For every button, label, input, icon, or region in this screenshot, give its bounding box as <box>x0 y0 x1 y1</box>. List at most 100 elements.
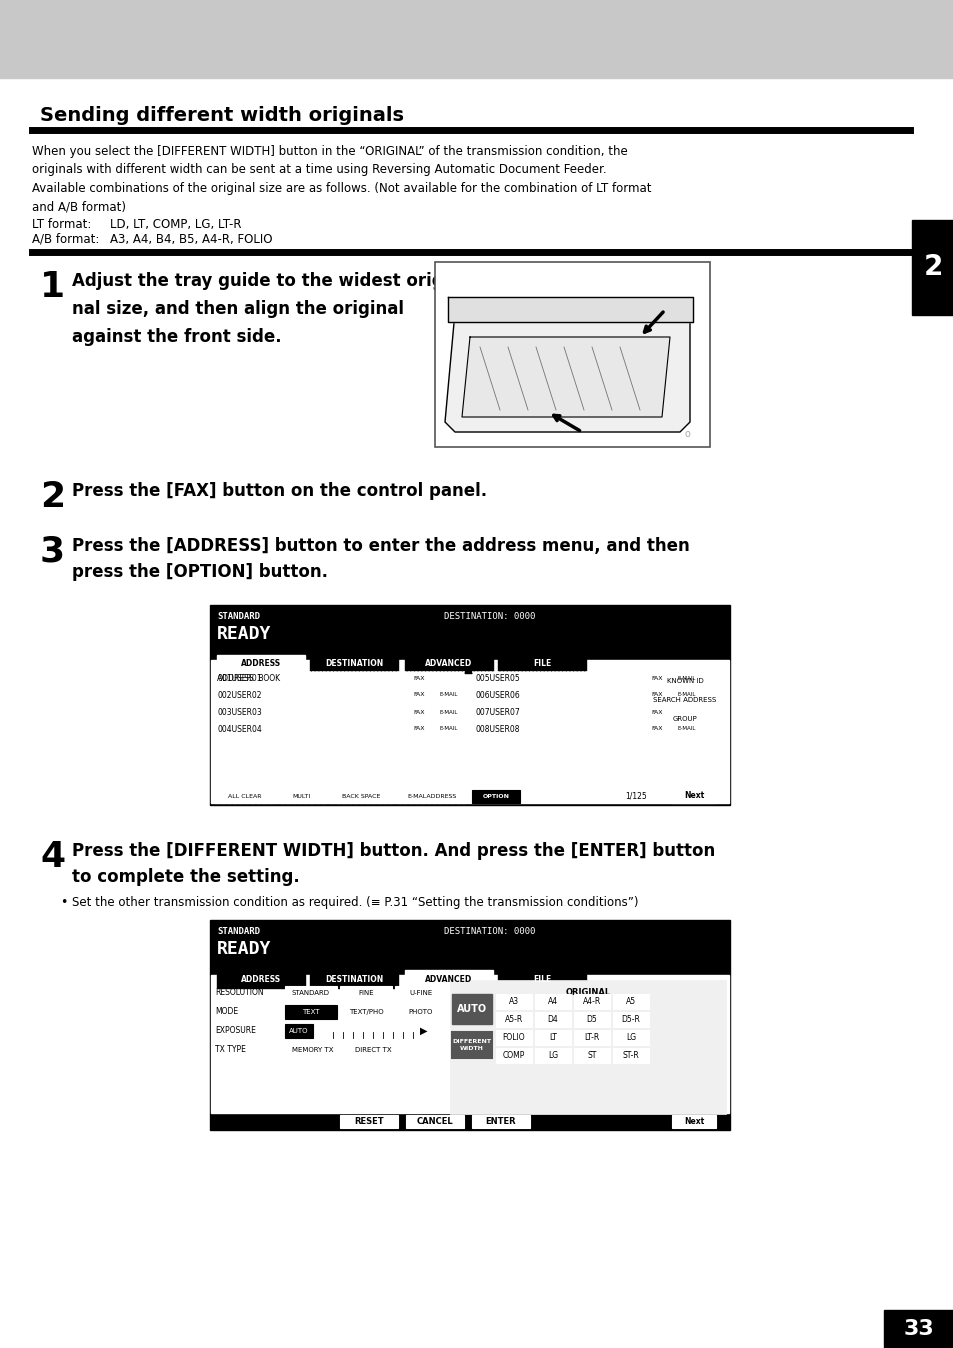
Bar <box>452 1033 492 1058</box>
Text: LT-R: LT-R <box>584 1033 599 1042</box>
Bar <box>211 975 728 1113</box>
Bar <box>213 723 463 737</box>
Text: E-MALADDRESS: E-MALADDRESS <box>407 794 456 798</box>
Text: A3: A3 <box>508 996 518 1006</box>
Bar <box>613 1047 648 1064</box>
Text: FILE: FILE <box>533 975 551 984</box>
Text: 008USER08: 008USER08 <box>476 725 520 735</box>
Text: 002USER02: 002USER02 <box>218 692 262 700</box>
Text: ST-R: ST-R <box>622 1050 639 1060</box>
Text: 3: 3 <box>40 535 65 569</box>
Text: D4: D4 <box>547 1015 558 1023</box>
Text: AUTO: AUTO <box>289 1029 309 1034</box>
Bar <box>643 706 669 718</box>
Text: DESTINATION: 0000: DESTINATION: 0000 <box>444 927 536 936</box>
Bar <box>672 689 700 702</box>
Bar <box>406 673 432 685</box>
Bar <box>396 790 467 803</box>
Text: 2: 2 <box>40 480 65 514</box>
Text: FAX: FAX <box>651 709 662 714</box>
Bar <box>574 1012 609 1027</box>
Bar <box>285 1024 313 1038</box>
Bar <box>435 689 462 702</box>
Text: BACK SPACE: BACK SPACE <box>341 794 380 798</box>
Bar <box>435 262 709 448</box>
Text: FAX: FAX <box>651 693 662 697</box>
Text: KNOWN ID: KNOWN ID <box>666 678 702 683</box>
Text: TEXT: TEXT <box>302 1010 319 1015</box>
Bar <box>345 1043 400 1057</box>
Text: Next: Next <box>683 791 703 801</box>
Bar <box>405 971 493 988</box>
Bar <box>671 790 716 803</box>
Text: ADDRESS: ADDRESS <box>241 975 281 984</box>
Bar <box>535 1012 571 1027</box>
Text: FILE: FILE <box>533 659 551 669</box>
Text: LT format:: LT format: <box>32 218 91 231</box>
Bar <box>310 971 397 988</box>
Text: RESET: RESET <box>354 1116 383 1126</box>
Bar <box>643 673 725 689</box>
Bar <box>672 723 700 736</box>
Bar <box>613 993 648 1010</box>
Bar <box>643 673 669 685</box>
Text: ALL CLEAR: ALL CLEAR <box>228 794 261 798</box>
Bar <box>405 655 493 673</box>
Text: DESTINATION: DESTINATION <box>325 975 383 984</box>
Bar <box>285 985 336 1000</box>
Bar <box>0 0 953 78</box>
Text: 003USER03: 003USER03 <box>218 708 262 717</box>
Text: STANDARD: STANDARD <box>292 989 330 996</box>
Text: Set the other transmission condition as required. (≡ P.31 “Setting the transmiss: Set the other transmission condition as … <box>71 896 638 909</box>
Bar <box>672 673 700 685</box>
Bar <box>285 1006 336 1019</box>
Text: E-MAIL: E-MAIL <box>677 727 696 732</box>
Bar <box>435 706 462 718</box>
Bar <box>643 710 725 727</box>
Bar <box>472 705 701 721</box>
Text: Next: Next <box>683 1116 703 1126</box>
Bar <box>574 993 609 1010</box>
Text: STANDARD: STANDARD <box>216 927 260 936</box>
Text: FAX: FAX <box>413 675 424 681</box>
Polygon shape <box>461 337 669 417</box>
Bar <box>450 980 725 1113</box>
Text: Press the [FAX] button on the control panel.: Press the [FAX] button on the control pa… <box>71 483 487 500</box>
Polygon shape <box>448 297 692 322</box>
Text: E-MAIL: E-MAIL <box>439 727 457 732</box>
Bar <box>213 687 463 704</box>
Bar <box>497 971 585 988</box>
Bar <box>472 723 701 737</box>
Text: A4: A4 <box>547 996 558 1006</box>
Text: DESTINATION: DESTINATION <box>325 659 383 669</box>
Bar <box>339 1115 397 1128</box>
Text: SEARCH ADDRESS: SEARCH ADDRESS <box>653 697 716 704</box>
Text: FAX: FAX <box>651 675 662 681</box>
Bar <box>406 1115 463 1128</box>
Text: E-MAIL: E-MAIL <box>439 693 457 697</box>
Text: LD, LT, COMP, LG, LT-R: LD, LT, COMP, LG, LT-R <box>110 218 241 231</box>
Bar <box>497 655 585 673</box>
Text: TX TYPE: TX TYPE <box>214 1045 246 1054</box>
Text: A5-R: A5-R <box>504 1015 522 1023</box>
Text: STANDARD: STANDARD <box>216 612 260 621</box>
Text: 33: 33 <box>902 1318 933 1339</box>
Text: 1: 1 <box>40 270 65 305</box>
Text: COMP: COMP <box>502 1050 525 1060</box>
Text: 4: 4 <box>40 840 65 874</box>
Bar <box>496 1012 532 1027</box>
Text: AUTO: AUTO <box>456 1004 487 1014</box>
Text: 004USER04: 004USER04 <box>218 725 262 735</box>
Bar <box>216 971 305 988</box>
Bar <box>535 1030 571 1045</box>
Text: 1/125: 1/125 <box>624 791 646 801</box>
Text: D5-R: D5-R <box>621 1015 639 1023</box>
Bar <box>535 993 571 1010</box>
Bar <box>472 687 701 704</box>
Bar <box>339 1006 392 1019</box>
Text: 007USER07: 007USER07 <box>476 708 520 717</box>
Text: 005USER05: 005USER05 <box>476 674 520 683</box>
Text: PHOTO: PHOTO <box>409 1010 433 1015</box>
Bar <box>496 1047 532 1064</box>
Bar <box>211 661 728 803</box>
